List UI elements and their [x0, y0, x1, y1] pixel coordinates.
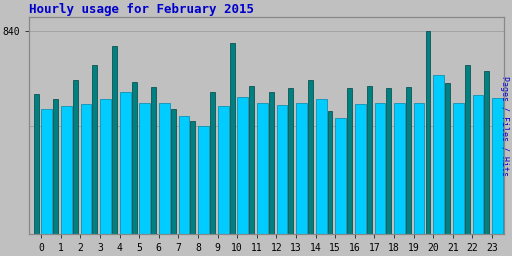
Bar: [406, 87, 411, 234]
Bar: [179, 116, 189, 234]
Bar: [100, 99, 111, 234]
Bar: [120, 92, 131, 234]
Bar: [93, 65, 97, 234]
Bar: [394, 103, 405, 234]
Bar: [249, 86, 254, 234]
Bar: [112, 46, 117, 234]
Bar: [288, 88, 293, 234]
Bar: [335, 118, 346, 234]
Y-axis label: Pages / Files / Hits: Pages / Files / Hits: [500, 76, 509, 176]
Bar: [433, 75, 444, 234]
Bar: [276, 105, 287, 234]
Bar: [296, 103, 307, 234]
Bar: [473, 95, 483, 234]
Bar: [308, 80, 313, 234]
Bar: [190, 121, 195, 234]
Bar: [367, 86, 372, 234]
Bar: [139, 103, 150, 234]
Bar: [210, 92, 215, 234]
Bar: [198, 126, 209, 234]
Bar: [484, 71, 489, 234]
Bar: [34, 94, 38, 234]
Bar: [73, 80, 78, 234]
Bar: [328, 111, 332, 234]
Bar: [80, 104, 91, 234]
Bar: [492, 98, 503, 234]
Bar: [41, 109, 52, 234]
Text: Hourly usage for February 2015: Hourly usage for February 2015: [29, 3, 254, 16]
Bar: [387, 88, 391, 234]
Bar: [453, 103, 464, 234]
Bar: [229, 44, 234, 234]
Bar: [218, 106, 228, 234]
Bar: [151, 87, 156, 234]
Bar: [53, 99, 58, 234]
Bar: [269, 92, 274, 234]
Bar: [171, 109, 176, 234]
Bar: [238, 97, 248, 234]
Bar: [414, 103, 424, 234]
Bar: [132, 82, 137, 234]
Bar: [355, 104, 366, 234]
Bar: [61, 106, 72, 234]
Bar: [347, 88, 352, 234]
Bar: [425, 31, 431, 234]
Bar: [159, 103, 170, 234]
Bar: [316, 99, 327, 234]
Bar: [374, 103, 386, 234]
Bar: [257, 103, 268, 234]
Bar: [465, 65, 470, 234]
Bar: [445, 83, 450, 234]
